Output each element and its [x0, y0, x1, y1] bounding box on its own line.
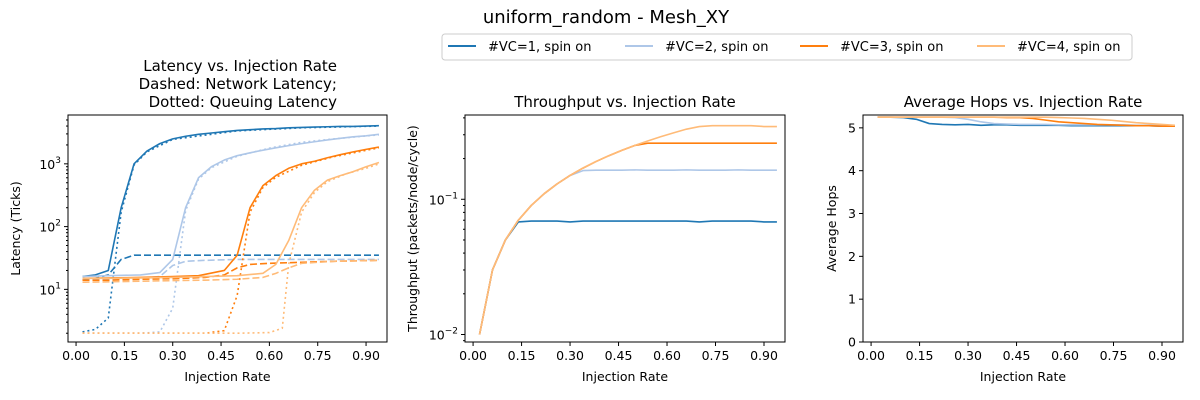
series-line-solid — [478, 124, 777, 335]
series-group — [82, 124, 380, 335]
y-tick-label: 4 — [848, 163, 856, 178]
series-line-solid — [82, 146, 380, 280]
y-tick-exponent: 1 — [55, 281, 61, 291]
y-axis-label: Average Hops — [824, 185, 839, 272]
legend-entry-vc1: #VC=1, spin on — [448, 40, 592, 55]
series-line-dashed — [82, 254, 379, 281]
panel-title-line: Dashed: Network Latency; — [139, 75, 337, 93]
series-line-solid — [877, 116, 1175, 127]
x-tick-label: 0.15 — [508, 348, 536, 363]
y-tick-label: 10−2 — [429, 326, 458, 342]
panel-title-line: Throughput vs. Injection Rate — [513, 93, 736, 111]
x-tick-label: 0.75 — [304, 348, 332, 363]
y-tick-base: 10 — [39, 220, 55, 235]
y-tick-label: 3 — [848, 206, 856, 221]
y-tick-label: 103 — [39, 156, 61, 172]
y-axis-label: Throughput (packets/node/cycle) — [405, 125, 420, 333]
legend-entry-vc4: #VC=4, spin on — [977, 40, 1121, 55]
y-tick-base: 10 — [39, 157, 55, 172]
x-tick-label: 0.00 — [857, 348, 885, 363]
figure-suptitle: uniform_random - Mesh_XY — [483, 7, 730, 28]
panel-title-line: Average Hops vs. Injection Rate — [904, 93, 1143, 111]
x-tick-label: 0.30 — [954, 348, 982, 363]
y-tick-label: 5 — [848, 120, 856, 135]
x-tick-label: 0.00 — [459, 348, 487, 363]
x-tick-label: 0.15 — [906, 348, 934, 363]
x-tick-label: 0.60 — [1051, 348, 1079, 363]
y-tick-exponent: −1 — [445, 191, 458, 201]
axes-frame — [67, 114, 388, 343]
x-tick-label: 0.15 — [110, 348, 138, 363]
legend-entry-vc2: #VC=2, spin on — [625, 40, 769, 55]
series-line-solid — [478, 220, 777, 335]
y-tick-base: 10 — [429, 192, 445, 207]
x-axis-label: Injection Rate — [980, 369, 1067, 384]
series-line-dashed — [82, 259, 379, 284]
x-tick-label: 0.45 — [207, 348, 235, 363]
x-axis-label: Injection Rate — [582, 369, 669, 384]
x-tick-label: 0.75 — [1100, 348, 1128, 363]
x-tick-label: 0.45 — [1003, 348, 1031, 363]
series-group — [877, 116, 1175, 127]
x-tick-label: 0.00 — [62, 348, 90, 363]
legend-label-vc2: #VC=2, spin on — [665, 40, 769, 55]
series-line-dashed — [82, 259, 379, 281]
series-line-solid — [82, 161, 380, 280]
series-line-dotted — [82, 147, 380, 335]
legend: #VC=1, spin on #VC=2, spin on #VC=3, spi… — [441, 33, 1133, 61]
y-tick-label: 2 — [848, 249, 856, 264]
panel-title-line: Dotted: Queuing Latency — [149, 93, 337, 111]
hops-panel: Average Hops vs. Injection Rate 0.00 0.15 0… — [824, 93, 1184, 384]
legend-entry-vc3: #VC=3, spin on — [800, 40, 944, 55]
series-line-dotted — [82, 163, 380, 335]
series-group — [478, 124, 777, 335]
throughput-panel: Throughput vs. Injection Rate 0.00 0.15 0.3… — [405, 93, 786, 384]
legend-frame — [441, 33, 1133, 61]
y-tick-label: 1 — [848, 292, 856, 307]
x-tick-label: 0.30 — [159, 348, 187, 363]
y-tick-exponent: 3 — [55, 156, 61, 166]
x-tick-label: 0.60 — [653, 348, 681, 363]
axes-frame — [464, 114, 786, 343]
axes-frame — [862, 114, 1184, 343]
x-tick-label: 0.90 — [750, 348, 778, 363]
y-tick-label: 102 — [39, 219, 61, 235]
x-tick-label: 0.75 — [702, 348, 730, 363]
y-tick-label: 101 — [39, 281, 61, 297]
y-tick-exponent: 2 — [55, 219, 61, 229]
x-tick-label: 0.30 — [556, 348, 584, 363]
x-tick-label: 0.90 — [1148, 348, 1176, 363]
y-tick-exponent: −2 — [445, 326, 458, 336]
x-tick-label: 0.60 — [255, 348, 283, 363]
series-line-dotted — [82, 134, 380, 335]
y-tick-base: 10 — [429, 327, 445, 342]
panel-title-line: Latency vs. Injection Rate — [143, 57, 337, 75]
y-axis-label: Latency (Ticks) — [8, 181, 23, 275]
legend-label-vc3: #VC=3, spin on — [840, 40, 944, 55]
legend-label-vc4: #VC=4, spin on — [1017, 40, 1121, 55]
x-tick-label: 0.90 — [352, 348, 380, 363]
x-tick-label: 0.45 — [605, 348, 633, 363]
x-axis-label: Injection Rate — [184, 369, 271, 384]
y-tick-label: 0 — [848, 335, 856, 350]
series-line-dotted — [82, 125, 379, 333]
legend-label-vc1: #VC=1, spin on — [488, 40, 592, 55]
y-tick-base: 10 — [39, 282, 55, 297]
y-tick-label: 10−1 — [429, 191, 458, 207]
